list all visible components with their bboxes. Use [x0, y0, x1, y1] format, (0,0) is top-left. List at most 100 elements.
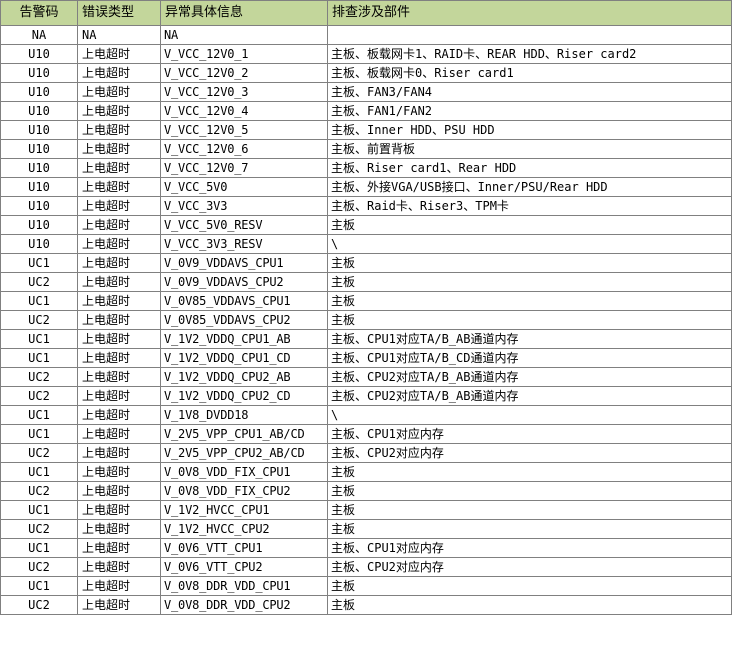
table-row[interactable]: UC1 上电超时 V_0V6_VTT_CPU1 主板、CPU1对应内存 [0, 538, 732, 558]
column-header-alarm-code[interactable]: 告警码 [0, 0, 78, 26]
cell-alarm-code[interactable]: UC1 [0, 462, 78, 482]
table-row[interactable]: U10 上电超时 V_VCC_3V3_RESV \ [0, 234, 732, 254]
cell-related-parts[interactable]: 主板、前置背板 [327, 139, 732, 159]
cell-exception-detail[interactable]: V_1V8_DVDD18 [160, 405, 328, 425]
cell-exception-detail[interactable]: V_0V6_VTT_CPU1 [160, 538, 328, 558]
table-row[interactable]: UC1 上电超时 V_0V85_VDDAVS_CPU1 主板 [0, 291, 732, 311]
cell-error-type[interactable]: 上电超时 [77, 538, 161, 558]
cell-error-type[interactable]: 上电超时 [77, 272, 161, 292]
cell-exception-detail[interactable]: V_0V8_DDR_VDD_CPU1 [160, 576, 328, 596]
cell-alarm-code[interactable]: UC2 [0, 595, 78, 615]
table-row[interactable]: U10 上电超时 V_VCC_3V3 主板、Raid卡、Riser3、TPM卡 [0, 196, 732, 216]
cell-error-type[interactable]: 上电超时 [77, 291, 161, 311]
cell-alarm-code[interactable]: UC2 [0, 443, 78, 463]
table-row[interactable]: UC1 上电超时 V_1V2_VDDQ_CPU1_CD 主板、CPU1对应TA/B_C… [0, 348, 732, 368]
table-row[interactable]: U10 上电超时 V_VCC_12V0_6 主板、前置背板 [0, 139, 732, 159]
table-row[interactable]: UC1 上电超时 V_1V2_VDDQ_CPU1_AB 主板、CPU1对应TA/B_A… [0, 329, 732, 349]
cell-error-type[interactable]: 上电超时 [77, 348, 161, 368]
cell-related-parts[interactable]: 主板 [327, 576, 732, 596]
cell-related-parts[interactable]: \ [327, 405, 732, 425]
cell-error-type[interactable]: 上电超时 [77, 481, 161, 501]
cell-error-type[interactable]: 上电超时 [77, 101, 161, 121]
cell-exception-detail[interactable]: NA [160, 25, 328, 45]
cell-error-type[interactable]: 上电超时 [77, 462, 161, 482]
cell-error-type[interactable]: 上电超时 [77, 120, 161, 140]
cell-related-parts[interactable]: 主板、FAN3/FAN4 [327, 82, 732, 102]
cell-related-parts[interactable]: 主板、CPU1对应TA/B_AB通道内存 [327, 329, 732, 349]
cell-related-parts[interactable]: 主板 [327, 253, 732, 273]
cell-related-parts[interactable]: 主板、Raid卡、Riser3、TPM卡 [327, 196, 732, 216]
cell-error-type[interactable]: 上电超时 [77, 234, 161, 254]
cell-error-type[interactable]: 上电超时 [77, 424, 161, 444]
cell-error-type[interactable]: NA [77, 25, 161, 45]
cell-error-type[interactable]: 上电超时 [77, 196, 161, 216]
cell-error-type[interactable]: 上电超时 [77, 177, 161, 197]
cell-related-parts[interactable]: 主板、FAN1/FAN2 [327, 101, 732, 121]
cell-related-parts[interactable]: 主板 [327, 595, 732, 615]
cell-alarm-code[interactable]: U10 [0, 139, 78, 159]
cell-error-type[interactable]: 上电超时 [77, 500, 161, 520]
cell-error-type[interactable]: 上电超时 [77, 44, 161, 64]
cell-exception-detail[interactable]: V_VCC_12V0_5 [160, 120, 328, 140]
cell-alarm-code[interactable]: U10 [0, 120, 78, 140]
table-row[interactable]: NA NA NA [0, 25, 732, 45]
cell-exception-detail[interactable]: V_VCC_12V0_2 [160, 63, 328, 83]
cell-exception-detail[interactable]: V_VCC_3V3_RESV [160, 234, 328, 254]
table-row[interactable]: UC2 上电超时 V_0V8_DDR_VDD_CPU2 主板 [0, 595, 732, 615]
cell-related-parts[interactable]: 主板、CPU1对应内存 [327, 538, 732, 558]
cell-exception-detail[interactable]: V_0V85_VDDAVS_CPU1 [160, 291, 328, 311]
cell-exception-detail[interactable]: V_1V2_HVCC_CPU2 [160, 519, 328, 539]
cell-related-parts[interactable] [327, 25, 732, 45]
cell-exception-detail[interactable]: V_VCC_5V0 [160, 177, 328, 197]
cell-related-parts[interactable]: 主板 [327, 462, 732, 482]
cell-alarm-code[interactable]: NA [0, 25, 78, 45]
cell-alarm-code[interactable]: UC1 [0, 329, 78, 349]
cell-alarm-code[interactable]: UC1 [0, 576, 78, 596]
cell-related-parts[interactable]: 主板、Riser card1、Rear HDD [327, 158, 732, 178]
table-row[interactable]: U10 上电超时 V_VCC_12V0_3 主板、FAN3/FAN4 [0, 82, 732, 102]
table-row[interactable]: UC2 上电超时 V_0V8_VDD_FIX_CPU2 主板 [0, 481, 732, 501]
cell-exception-detail[interactable]: V_0V6_VTT_CPU2 [160, 557, 328, 577]
cell-related-parts[interactable]: \ [327, 234, 732, 254]
cell-error-type[interactable]: 上电超时 [77, 595, 161, 615]
cell-error-type[interactable]: 上电超时 [77, 367, 161, 387]
table-row[interactable]: UC1 上电超时 V_1V8_DVDD18 \ [0, 405, 732, 425]
cell-alarm-code[interactable]: UC2 [0, 386, 78, 406]
cell-exception-detail[interactable]: V_VCC_5V0_RESV [160, 215, 328, 235]
cell-alarm-code[interactable]: UC1 [0, 253, 78, 273]
cell-exception-detail[interactable]: V_VCC_12V0_7 [160, 158, 328, 178]
cell-error-type[interactable]: 上电超时 [77, 310, 161, 330]
table-row[interactable]: UC2 上电超时 V_1V2_VDDQ_CPU2_CD 主板、CPU2对应TA/B_A… [0, 386, 732, 406]
cell-related-parts[interactable]: 主板 [327, 215, 732, 235]
cell-alarm-code[interactable]: UC1 [0, 291, 78, 311]
cell-error-type[interactable]: 上电超时 [77, 82, 161, 102]
table-row[interactable]: U10 上电超时 V_VCC_12V0_7 主板、Riser card1、Rear H… [0, 158, 732, 178]
cell-alarm-code[interactable]: UC2 [0, 272, 78, 292]
cell-related-parts[interactable]: 主板、CPU1对应内存 [327, 424, 732, 444]
cell-error-type[interactable]: 上电超时 [77, 519, 161, 539]
cell-error-type[interactable]: 上电超时 [77, 63, 161, 83]
cell-alarm-code[interactable]: U10 [0, 82, 78, 102]
table-row[interactable]: UC1 上电超时 V_0V8_DDR_VDD_CPU1 主板 [0, 576, 732, 596]
cell-alarm-code[interactable]: U10 [0, 158, 78, 178]
cell-exception-detail[interactable]: V_1V2_VDDQ_CPU1_AB [160, 329, 328, 349]
cell-error-type[interactable]: 上电超时 [77, 253, 161, 273]
cell-related-parts[interactable]: 主板 [327, 500, 732, 520]
cell-related-parts[interactable]: 主板、外接VGA/USB接口、Inner/PSU/Rear HDD [327, 177, 732, 197]
cell-alarm-code[interactable]: U10 [0, 196, 78, 216]
cell-related-parts[interactable]: 主板 [327, 481, 732, 501]
cell-error-type[interactable]: 上电超时 [77, 158, 161, 178]
cell-exception-detail[interactable]: V_1V2_VDDQ_CPU2_CD [160, 386, 328, 406]
cell-exception-detail[interactable]: V_VCC_12V0_6 [160, 139, 328, 159]
cell-error-type[interactable]: 上电超时 [77, 576, 161, 596]
cell-related-parts[interactable]: 主板、Inner HDD、PSU HDD [327, 120, 732, 140]
cell-alarm-code[interactable]: UC2 [0, 310, 78, 330]
table-row[interactable]: UC1 上电超时 V_2V5_VPP_CPU1_AB/CD 主板、CPU1对应内存 [0, 424, 732, 444]
cell-exception-detail[interactable]: V_VCC_12V0_3 [160, 82, 328, 102]
table-row[interactable]: U10 上电超时 V_VCC_12V0_5 主板、Inner HDD、PSU HDD [0, 120, 732, 140]
cell-exception-detail[interactable]: V_2V5_VPP_CPU1_AB/CD [160, 424, 328, 444]
cell-exception-detail[interactable]: V_1V2_VDDQ_CPU1_CD [160, 348, 328, 368]
cell-alarm-code[interactable]: U10 [0, 177, 78, 197]
cell-exception-detail[interactable]: V_0V8_DDR_VDD_CPU2 [160, 595, 328, 615]
cell-exception-detail[interactable]: V_2V5_VPP_CPU2_AB/CD [160, 443, 328, 463]
